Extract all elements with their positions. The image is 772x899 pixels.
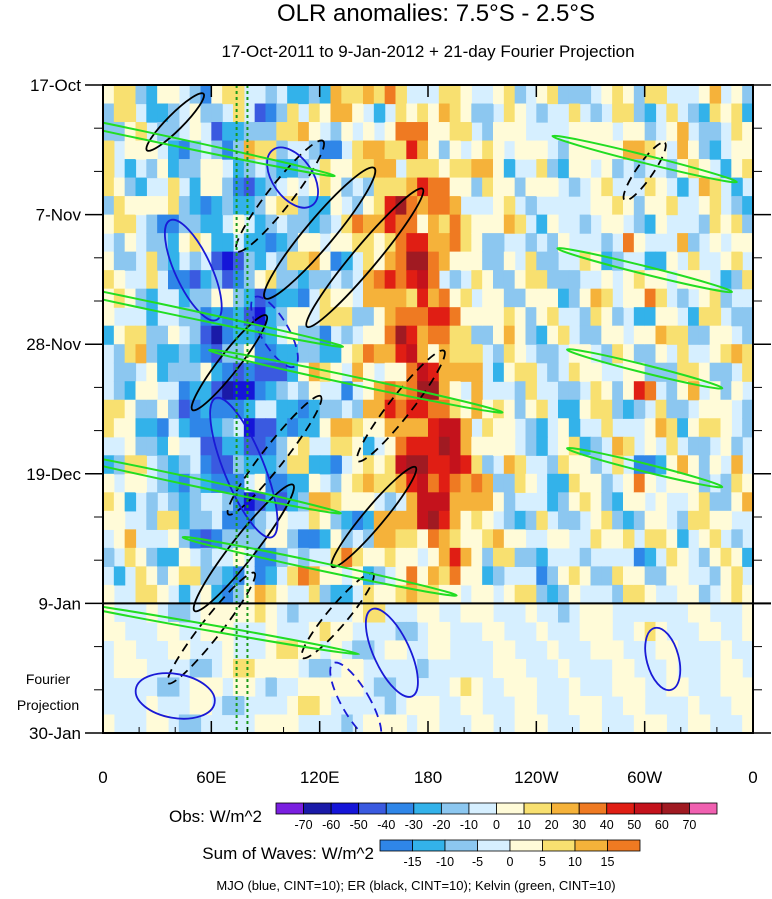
colorbar-tick-label: 10: [568, 855, 582, 869]
colorbar-swatch: [275, 802, 304, 815]
colorbar-swatch: [330, 802, 360, 815]
colorbar-swatch: [358, 802, 387, 815]
projection-label-line1: Fourier: [26, 671, 71, 687]
x-tick-label: 60W: [627, 768, 662, 787]
olr-anomaly-field: [103, 85, 753, 733]
axes: 0 60E 120E 180 120W 60W 0 17-Oct 7-Nov 28-Nov 19-D…: [26, 76, 771, 787]
x-tick-label: 0: [98, 768, 107, 787]
y-tick-label: 28-Nov: [26, 335, 81, 354]
colorbar-swatch: [578, 802, 608, 815]
colorbar-swatch: [440, 802, 470, 815]
contour-footnote: MJO (blue, CINT=10); ER (black, CINT=10)…: [216, 878, 615, 893]
projection-label-line2: Projection: [17, 697, 79, 713]
colorbar-tick-label: 30: [572, 818, 586, 832]
chart-subtitle: 17-Oct-2011 to 9-Jan-2012 + 21-day Fouri…: [221, 42, 634, 61]
waves-colorbar-label: Sum of Waves: W/m^2: [202, 844, 374, 863]
colorbar-tick-label: 50: [627, 818, 641, 832]
colorbar-tick-label: 0: [493, 818, 500, 832]
colorbar-swatch: [379, 839, 413, 852]
colorbar-swatch: [633, 802, 663, 815]
colorbar-tick-label: 10: [517, 818, 531, 832]
colorbar-tick-label: -30: [405, 818, 423, 832]
colorbar-tick-label: -10: [460, 818, 478, 832]
colorbar-tick-label: -70: [295, 818, 313, 832]
y-tick-label: 19-Dec: [26, 465, 81, 484]
colorbar-swatch: [606, 802, 635, 815]
colorbar-tick-label: -5: [472, 855, 483, 869]
colorbar-swatch: [412, 839, 446, 852]
y-tick-label: 9-Jan: [38, 594, 81, 613]
colorbar-swatch: [551, 802, 580, 815]
obs-colorbar: -70 -60 -50 -40 -30 -20 -10 0 10 20 30 40 50 60 70: [275, 802, 718, 832]
colorbar-swatch: [523, 802, 553, 815]
colorbar-tick-label: 20: [545, 818, 559, 832]
chart-title: OLR anomalies: 7.5°S - 2.5°S: [277, 0, 595, 27]
colorbar-tick-label: -20: [432, 818, 450, 832]
colorbar-tick-label: -10: [436, 855, 454, 869]
colorbar-tick-label: 0: [507, 855, 514, 869]
waves-colorbar: -15 -10 -5 0 5 10 15: [379, 839, 641, 869]
colorbar-tick-label: -50: [350, 818, 368, 832]
colorbar-swatch: [607, 839, 641, 852]
colorbar-swatch: [689, 802, 718, 815]
obs-colorbar-label: Obs: W/m^2: [169, 807, 262, 826]
colorbar-swatch: [477, 839, 511, 852]
colorbar-swatch: [468, 802, 497, 815]
x-tick-label: 60E: [196, 768, 226, 787]
y-tick-label: 7-Nov: [36, 206, 82, 225]
reference-longitude-lines: [235, 85, 249, 733]
y-tick-label: 30-Jan: [29, 724, 81, 743]
colorbar-tick-label: -60: [322, 818, 340, 832]
colorbar-tick-label: 70: [682, 818, 696, 832]
x-tick-label: 0: [748, 768, 757, 787]
colorbar-swatch: [574, 839, 608, 852]
colorbar-swatch: [413, 802, 442, 815]
colorbar-swatch: [444, 839, 478, 852]
colorbar-swatch: [509, 839, 543, 852]
wave-contours: [103, 91, 738, 733]
colorbar-swatch: [303, 802, 332, 815]
y-tick-label: 17-Oct: [30, 76, 81, 95]
colorbar-tick-label: -15: [403, 855, 421, 869]
colorbar-swatch: [385, 802, 415, 815]
x-tick-label: 180: [414, 768, 442, 787]
colorbar-swatch: [496, 802, 525, 815]
colorbar-tick-label: 60: [655, 818, 669, 832]
x-tick-label: 120E: [300, 768, 340, 787]
colorbar-swatch: [661, 802, 690, 815]
x-tick-label: 120W: [514, 768, 558, 787]
colorbar-swatch: [542, 839, 576, 852]
colorbar-tick-label: -40: [377, 818, 395, 832]
colorbar-tick-label: 15: [601, 855, 615, 869]
colorbar-tick-label: 40: [600, 818, 614, 832]
colorbar-tick-label: 5: [539, 855, 546, 869]
